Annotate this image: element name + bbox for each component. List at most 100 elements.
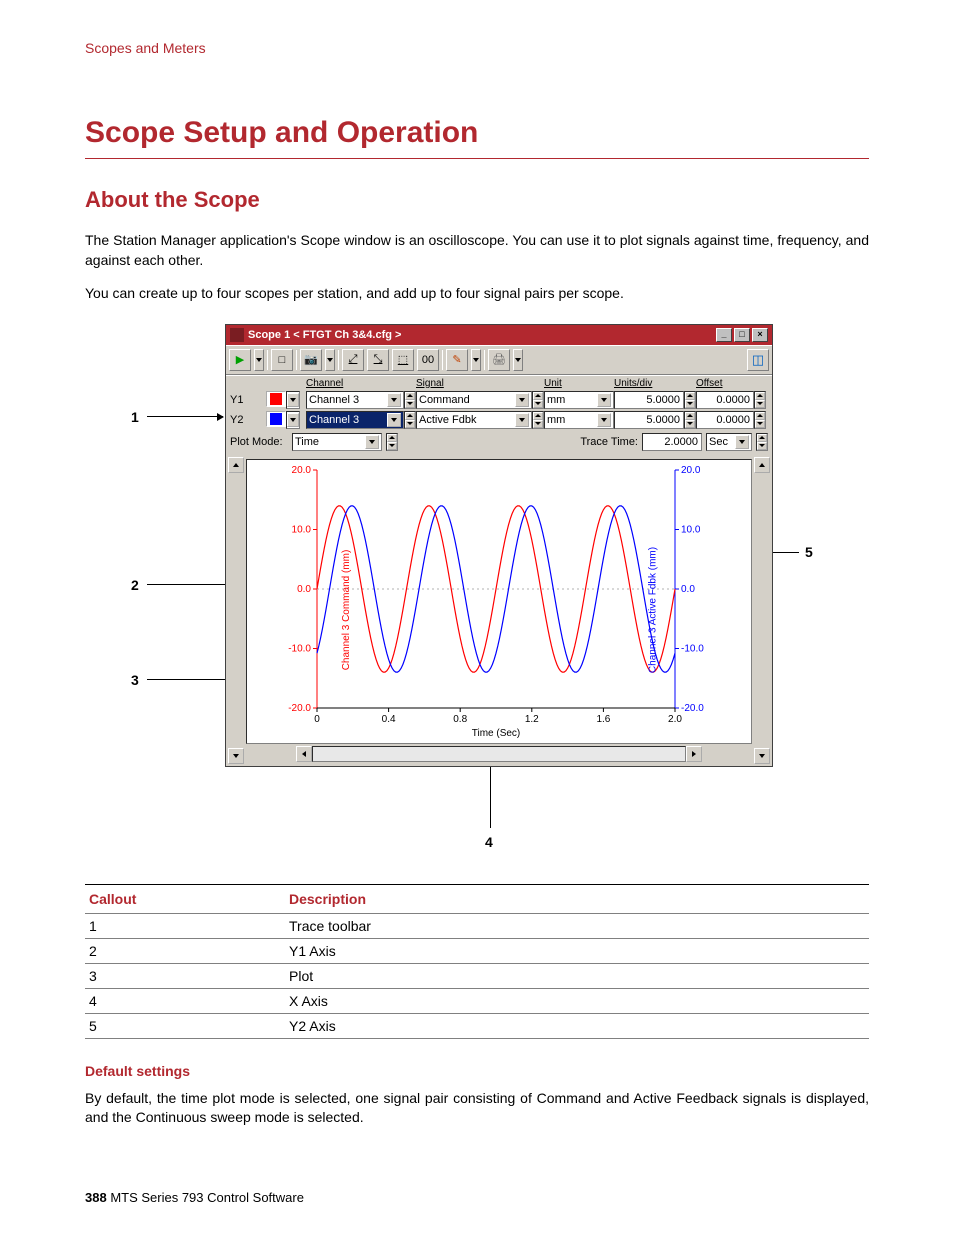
unit-select[interactable]: mm <box>544 391 614 409</box>
svg-text:-10.0: -10.0 <box>288 643 311 654</box>
scroll-down-button-r[interactable] <box>754 748 770 764</box>
channel-spinner[interactable] <box>404 391 416 409</box>
toolbar-separator <box>296 350 297 370</box>
y1-axis-label: Channel 3 Command (mm) <box>341 550 352 671</box>
right-panel-icon[interactable]: ◫ <box>747 349 769 371</box>
titlebar[interactable]: Scope 1 < FTGT Ch 3&4.cfg > _ □ × <box>226 325 772 345</box>
units-div-spinner[interactable] <box>684 391 696 409</box>
channel-select[interactable]: Channel 3 <box>306 391 404 409</box>
th-description: Description <box>285 884 869 913</box>
dropdown-icon[interactable] <box>254 349 264 371</box>
signal-select[interactable]: Command <box>416 391 532 409</box>
svg-text:0.0: 0.0 <box>297 584 311 595</box>
zoom-in-icon[interactable]: ⤢ <box>342 349 364 371</box>
trace-label: Y1 <box>230 394 252 406</box>
scrollbar-track[interactable] <box>312 746 686 762</box>
scroll-right-button[interactable] <box>686 746 702 762</box>
scope-window: Scope 1 < FTGT Ch 3&4.cfg > _ □ × ▶ □ 📷 ⤢⤡⬚… <box>225 324 773 767</box>
plotmode-spinner[interactable] <box>386 433 398 451</box>
offset-spinner[interactable] <box>754 391 766 409</box>
cell-desc: X Axis <box>285 988 869 1013</box>
header-unit: Unit <box>544 378 614 389</box>
callout-5: 5 <box>805 544 813 560</box>
signal-spinner[interactable] <box>532 411 544 429</box>
callout-3: 3 <box>131 672 139 688</box>
callout-4: 4 <box>485 834 493 850</box>
tracetime-spinner[interactable] <box>756 433 768 451</box>
channel-spinner[interactable] <box>404 411 416 429</box>
svg-text:Time (Sec): Time (Sec) <box>472 728 521 739</box>
dropdown-icon[interactable] <box>471 349 481 371</box>
cell-desc: Y1 Axis <box>285 938 869 963</box>
svg-text:1.2: 1.2 <box>525 714 539 725</box>
trace-row: Y1 Channel 3 Command mm5.0000 0.0000 <box>230 391 768 409</box>
plot[interactable]: -20.0-10.00.010.020.0-20.0-10.00.010.020… <box>246 459 752 744</box>
signal-select[interactable]: Active Fdbk <box>416 411 532 429</box>
table-row: 5Y2 Axis <box>85 1013 869 1038</box>
zoom-out-icon[interactable]: ⤡ <box>367 349 389 371</box>
header-offset: Offset <box>696 378 766 389</box>
tracetime-field[interactable]: 2.0000 <box>642 433 702 451</box>
page-title: Scope Setup and Operation <box>85 116 869 159</box>
offset-spinner[interactable] <box>754 411 766 429</box>
color-dropdown[interactable] <box>286 391 300 409</box>
cell-desc: Trace toolbar <box>285 913 869 938</box>
scroll-up-button-r[interactable] <box>754 457 770 473</box>
scroll-up-button[interactable] <box>228 457 244 473</box>
offset-field[interactable]: 0.0000 <box>696 391 754 409</box>
zoom-fit-icon[interactable]: ⬚ <box>392 349 414 371</box>
table-row: 1Trace toolbar <box>85 913 869 938</box>
scroll-left-button[interactable] <box>296 746 312 762</box>
cursor-icon[interactable]: 00 <box>417 349 439 371</box>
channel-select[interactable]: Channel 3 <box>306 411 404 429</box>
dropdown-icon[interactable] <box>325 349 335 371</box>
print-icon[interactable]: 🖨 <box>488 349 510 371</box>
window-title: Scope 1 < FTGT Ch 3&4.cfg > <box>248 329 716 341</box>
svg-text:-20.0: -20.0 <box>288 703 311 714</box>
svg-text:-10.0: -10.0 <box>681 643 704 654</box>
figure-wrapper: 1 2 3 4 5 Scope 1 < FTGT Ch 3&4.cfg > _ … <box>85 324 869 854</box>
maximize-button[interactable]: □ <box>734 328 750 342</box>
plotmode-select[interactable]: Time <box>292 433 382 451</box>
unit-select[interactable]: mm <box>544 411 614 429</box>
cell-desc: Y2 Axis <box>285 1013 869 1038</box>
offset-field[interactable]: 0.0000 <box>696 411 754 429</box>
tracetime-unit-select[interactable]: Sec <box>706 433 752 451</box>
signal-spinner[interactable] <box>532 391 544 409</box>
table-row: 4X Axis <box>85 988 869 1013</box>
plot-area: -20.0-10.00.010.020.0-20.0-10.00.010.020… <box>226 455 772 766</box>
units-div-field[interactable]: 5.0000 <box>614 411 684 429</box>
svg-text:20.0: 20.0 <box>681 465 701 476</box>
svg-text:2.0: 2.0 <box>668 714 682 725</box>
close-button[interactable]: × <box>752 328 768 342</box>
dropdown-icon[interactable] <box>513 349 523 371</box>
svg-text:0.8: 0.8 <box>453 714 467 725</box>
scroll-down-button[interactable] <box>228 748 244 764</box>
svg-text:0.0: 0.0 <box>681 584 695 595</box>
units-div-spinner[interactable] <box>684 411 696 429</box>
minimize-button[interactable]: _ <box>716 328 732 342</box>
section-title: About the Scope <box>85 187 869 213</box>
callout-table: Callout Description 1Trace toolbar2Y1 Ax… <box>85 884 869 1039</box>
cell-callout: 5 <box>85 1013 285 1038</box>
toolbar-separator <box>338 350 339 370</box>
plotmode-label: Plot Mode: <box>230 436 288 448</box>
units-div-field[interactable]: 5.0000 <box>614 391 684 409</box>
color-swatch[interactable] <box>266 411 286 427</box>
camera-icon[interactable]: 📷 <box>300 349 322 371</box>
breadcrumb: Scopes and Meters <box>85 40 869 56</box>
palette-icon[interactable]: ✎ <box>446 349 468 371</box>
color-dropdown[interactable] <box>286 411 300 429</box>
th-callout: Callout <box>85 884 285 913</box>
trace-label: Y2 <box>230 414 252 426</box>
page-footer: 388 MTS Series 793 Control Software <box>85 1190 304 1205</box>
stop-icon[interactable]: □ <box>271 349 293 371</box>
svg-text:0.4: 0.4 <box>382 714 396 725</box>
svg-text:10.0: 10.0 <box>292 524 312 535</box>
svg-text:20.0: 20.0 <box>292 465 312 476</box>
table-row: 3Plot <box>85 963 869 988</box>
svg-text:0: 0 <box>314 714 320 725</box>
color-swatch[interactable] <box>266 391 286 407</box>
callout-1: 1 <box>131 409 139 425</box>
run-icon[interactable]: ▶ <box>229 349 251 371</box>
